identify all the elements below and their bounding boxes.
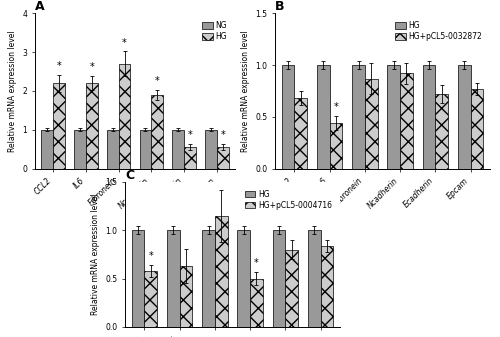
Bar [436,94,448,168]
Y-axis label: Relative mRNA expression level: Relative mRNA expression level [240,30,250,152]
Text: *: * [188,130,192,140]
Bar [217,147,229,168]
Text: C: C [125,169,134,182]
Text: *: * [254,258,259,268]
Legend: NG, HG: NG, HG [198,17,231,45]
Bar [238,230,250,327]
Text: *: * [56,61,62,71]
Bar [365,79,378,168]
Bar [205,130,217,168]
Bar [458,65,470,168]
Text: B: B [275,0,284,13]
Text: *: * [122,38,127,48]
Bar [172,130,184,168]
Bar [53,83,65,168]
Bar [422,65,436,168]
Bar [215,216,228,327]
Bar [107,130,118,168]
Bar [470,89,484,168]
Bar [272,230,285,327]
Bar [388,65,400,168]
Bar [118,64,130,168]
Bar [152,95,163,168]
Text: *: * [90,62,94,72]
Bar [308,230,320,327]
Bar [330,123,342,168]
Text: A: A [35,0,44,13]
Bar [144,271,157,327]
Text: *: * [155,76,160,86]
Bar [202,230,215,327]
Bar [352,65,365,168]
Text: *: * [220,130,225,140]
Bar [86,83,98,168]
Bar [282,65,294,168]
Bar [167,230,179,327]
Legend: HG, HG+pCL5-0032872: HG, HG+pCL5-0032872 [391,17,486,45]
Bar [400,73,413,168]
Legend: HG, HG+pCL5-0004716: HG, HG+pCL5-0004716 [241,186,336,213]
Y-axis label: Relative mRNA expression level: Relative mRNA expression level [90,194,100,315]
Bar [320,246,334,327]
Bar [317,65,330,168]
Bar [286,250,298,327]
Bar [140,130,151,168]
Text: *: * [334,102,338,112]
Bar [74,130,86,168]
Bar [41,130,53,168]
Bar [294,98,307,168]
Text: *: * [148,251,153,262]
Bar [250,279,263,327]
Bar [180,266,192,327]
Bar [184,147,196,168]
Y-axis label: Relative mRNA expression level: Relative mRNA expression level [8,30,17,152]
Bar [132,230,144,327]
